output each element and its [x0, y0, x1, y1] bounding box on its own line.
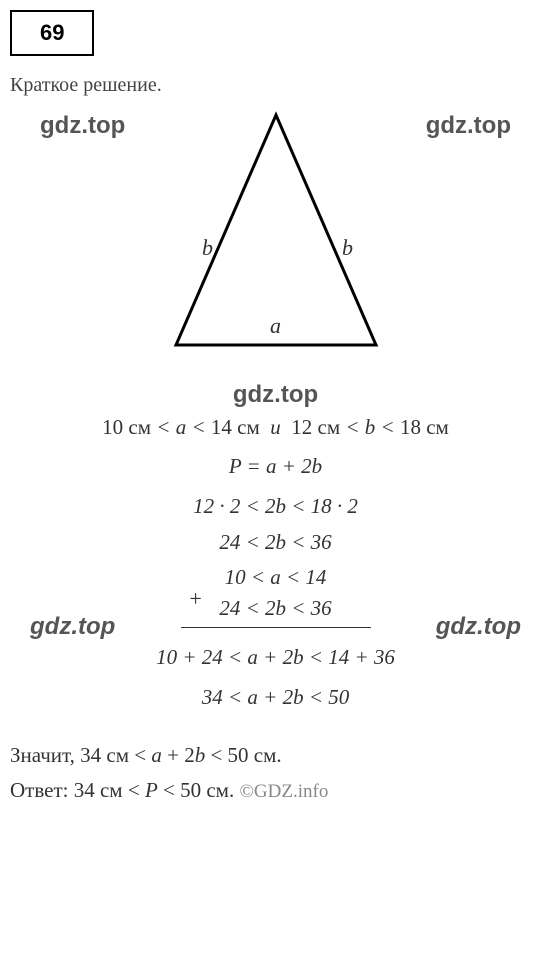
- watermark-center: gdz.top: [10, 375, 541, 416]
- final-inequality: 34 < a + 2b < 50: [10, 680, 541, 716]
- problem-number: 69: [40, 20, 64, 45]
- step1: 12 · 2 < 2b < 18 · 2: [10, 489, 541, 525]
- watermark-mid-left: gdz.top: [30, 607, 115, 648]
- plus-sign: +: [189, 580, 201, 617]
- triangle-label-right: b: [342, 235, 353, 260]
- watermark-mid-right: gdz.top: [436, 607, 521, 648]
- triangle-shape: [176, 115, 376, 345]
- addition-block: + 10 < a < 14 24 < 2b < 36: [219, 560, 331, 627]
- subtitle: Краткое решение.: [10, 74, 541, 97]
- step2: 24 < 2b < 36: [10, 529, 541, 556]
- add-line2: 24 < 2b < 36: [219, 595, 331, 622]
- perimeter-formula: P = a + 2b: [10, 449, 541, 485]
- triangle-label-left: b: [202, 235, 213, 260]
- problem-number-box: 69: [10, 10, 94, 56]
- triangle-diagram: b b a: [10, 105, 541, 365]
- conclusion-prefix: Значит,: [10, 743, 80, 767]
- triangle-svg: b b a: [136, 105, 416, 365]
- conclusion: Значит, 34 см < a + 2b < 50 см.: [10, 743, 541, 768]
- math-section: gdz.top 10 см < a < 14 см и 12 см < b < …: [10, 365, 541, 715]
- addition-rule: [181, 627, 371, 628]
- triangle-label-base: a: [270, 313, 281, 338]
- add-line1: 10 < a < 14: [219, 564, 331, 591]
- answer: Ответ: 34 см < P < 50 см. ©GDZ.info: [10, 778, 541, 803]
- answer-prefix: Ответ:: [10, 778, 74, 802]
- copyright: ©GDZ.info: [239, 781, 328, 802]
